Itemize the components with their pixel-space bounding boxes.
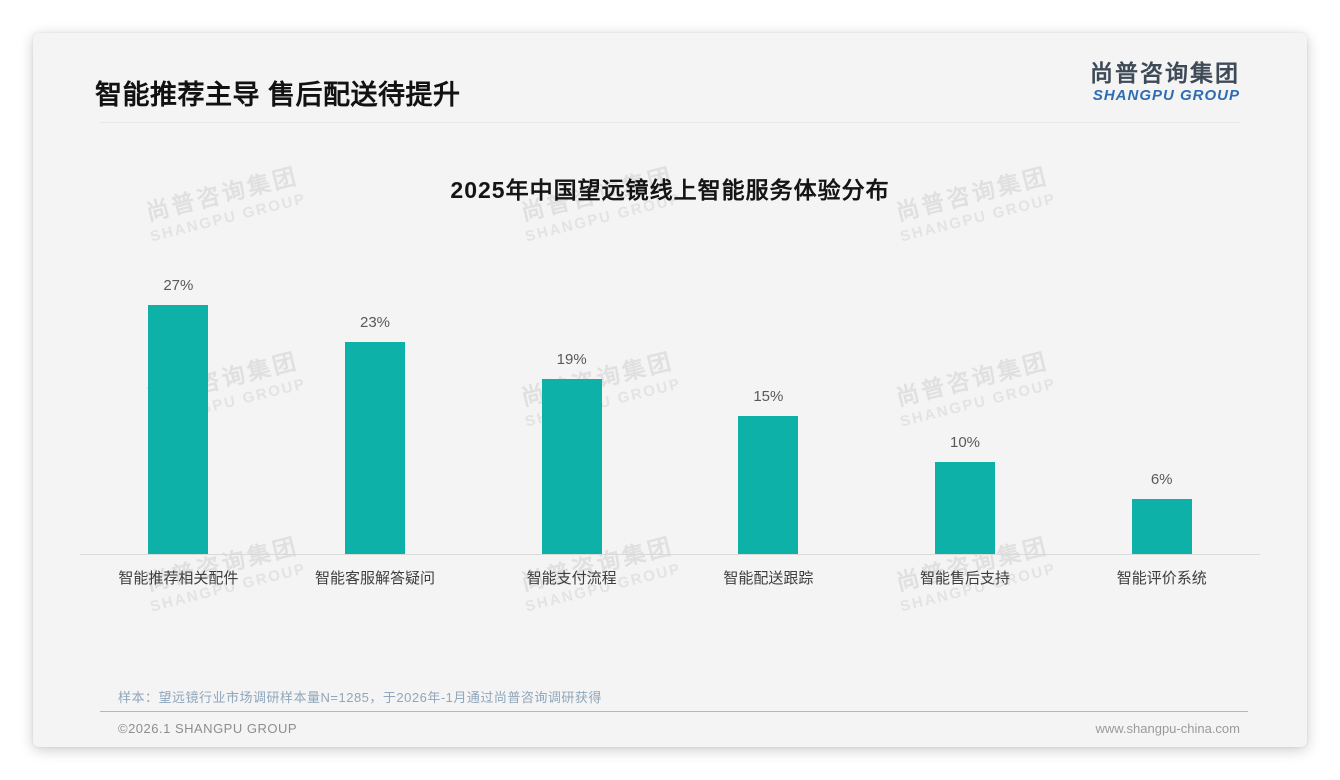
website-url: www.shangpu-china.com [1095,721,1240,736]
category-label: 智能评价系统 [1116,570,1207,587]
category-label: 智能支付流程 [526,570,617,587]
bar [1131,499,1192,554]
category-axis-labels: 智能推荐相关配件 智能客服解答疑问 智能支付流程 智能配送跟踪 智能售后支持 智能评价系统 [80,567,1260,588]
bar-group: 15% [670,388,867,554]
bar [738,416,799,554]
bar-group: 27% [80,277,277,554]
logo-english-text: SHANGPU GROUP [1092,87,1240,105]
bar [345,342,405,554]
slide-card: 尚普咨询集团 SHANGPU GROUP 尚普咨询集团 SHANGPU GROUP 尚普… [33,33,1307,747]
bar-value-label: 6% [1150,471,1173,488]
company-logo: 尚普咨询集团 SHANGPU GROUP [1090,60,1240,104]
chart-title: 2025年中国望远镜线上智能服务体验分布 [450,177,890,203]
sample-note: 样本：望远镜行业市场调研样本量N=1285，于2026年-1月通过尚普咨询调研获… [118,690,602,705]
bar-value-label: 10% [950,434,981,451]
bar-value-label: 23% [359,314,391,331]
bar-value-label: 27% [163,277,194,294]
category-label: 智能售后支持 [920,570,1011,587]
category-label: 智能配送跟踪 [723,570,814,587]
bar-value-label: 19% [556,351,587,368]
bar-value-label: 15% [753,388,784,405]
bar [541,379,602,554]
bar [935,462,996,554]
page-title: 智能推荐主导 售后配送待提升 [95,80,461,110]
bar [148,305,209,554]
bar-group: 23% [277,314,474,554]
bar-group: 6% [1063,471,1260,554]
bar-group: 19% [473,351,670,554]
bar-chart-plot: 27% 23% 19% 15% 10% 6% [80,269,1260,555]
slide-footer: ©2026.1 SHANGPU GROUP www.shangpu-china.… [118,721,1240,736]
category-label: 智能客服解答疑问 [315,570,436,587]
category-label: 智能推荐相关配件 [118,570,239,587]
logo-chinese-text: 尚普咨询集团 [1090,60,1240,86]
footer-divider [100,711,1248,712]
header-divider [100,122,1240,123]
copyright-text: ©2026.1 SHANGPU GROUP [118,721,298,736]
bar-group: 10% [867,434,1064,554]
